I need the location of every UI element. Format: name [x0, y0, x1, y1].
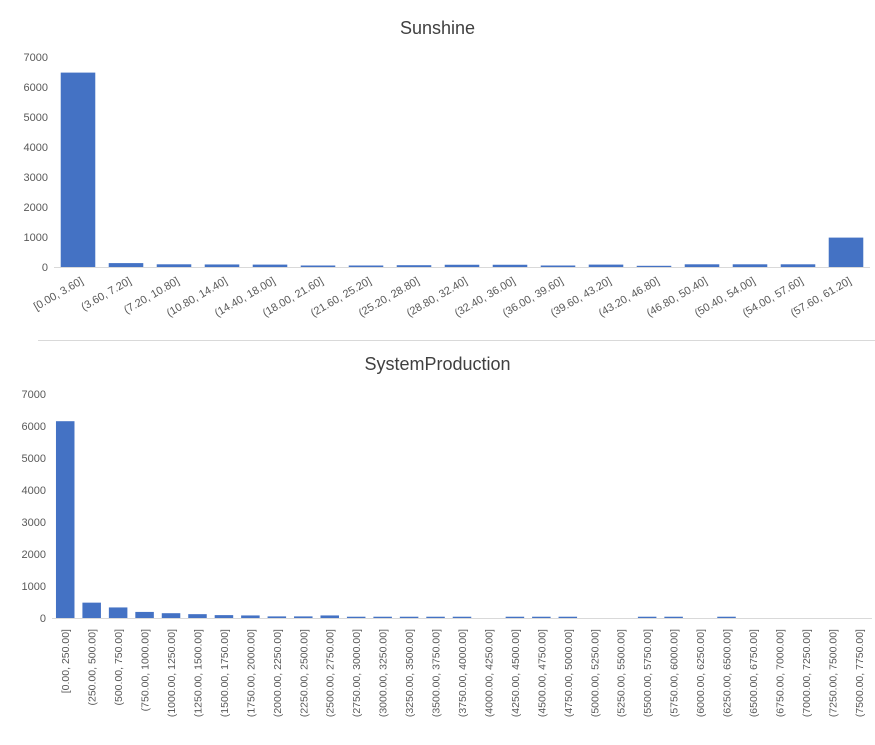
- systemproduction-bar: [637, 616, 657, 618]
- systemproduction-bar: [717, 616, 736, 618]
- systemproduction-x-tick-label: (750.00, 1000.00]: [140, 629, 152, 711]
- sunshine-bar: [732, 264, 768, 267]
- systemproduction-x-tick-label: (2000.00, 2250.00]: [272, 629, 284, 717]
- systemproduction-y-tick-label: 5000: [22, 453, 46, 465]
- systemproduction-bar: [161, 613, 181, 618]
- systemproduction-bar: [399, 616, 419, 618]
- systemproduction-bar: [452, 616, 472, 618]
- systemproduction-bar: [214, 615, 234, 618]
- systemproduction-bar: [55, 421, 75, 618]
- systemproduction-y-tick-label: 3000: [22, 517, 46, 529]
- sunshine-bar: [396, 265, 432, 267]
- systemproduction-x-tick-label: (1500.00, 1750.00]: [219, 629, 231, 717]
- systemproduction-x-tick-label: (7500.00, 7750.00]: [854, 629, 866, 717]
- sunshine-y-tick-label: 7000: [24, 52, 48, 64]
- sunshine-bar: [348, 265, 384, 267]
- systemproduction-x-tick-label: (6250.00, 6500.00]: [722, 629, 734, 717]
- systemproduction-bar: [346, 616, 366, 618]
- systemproduction-x-tick-label: (1000.00, 1250.00]: [166, 629, 178, 717]
- sunshine-bar: [492, 264, 528, 267]
- systemproduction-bar: [241, 615, 260, 618]
- sunshine-bar: [60, 72, 96, 267]
- sunshine-bar: [156, 264, 192, 267]
- sunshine-bar: [540, 265, 576, 267]
- systemproduction-bar: [188, 614, 207, 618]
- sunshine-y-tick-label: 1000: [24, 232, 48, 244]
- systemproduction-bar: [108, 607, 128, 618]
- systemproduction-x-tick-label: (2250.00, 2500.00]: [298, 629, 310, 717]
- systemproduction-chart-panel: SystemProduction 0 1000 2000 3000 4000 5000 60…: [0, 341, 875, 740]
- systemproduction-x-tick-label: (6000.00, 6250.00]: [695, 629, 707, 717]
- sunshine-bar: [828, 237, 864, 267]
- systemproduction-x-tick-label: (5250.00, 5500.00]: [616, 629, 628, 717]
- systemproduction-x-tick-label: (2750.00, 3000.00]: [351, 629, 363, 717]
- systemproduction-chart-title: SystemProduction: [364, 354, 511, 374]
- systemproduction-x-tick-label: (500.00, 750.00]: [113, 629, 125, 706]
- sunshine-bar: [588, 264, 624, 267]
- sunshine-y-tick-label: 6000: [24, 82, 48, 94]
- systemproduction-x-tick-label: (5500.00, 5750.00]: [642, 629, 654, 717]
- sunshine-y-tick-label: 5000: [24, 112, 48, 124]
- systemproduction-bar: [320, 615, 339, 618]
- systemproduction-x-tick-label: (7250.00, 7500.00]: [827, 629, 839, 717]
- systemproduction-y-tick-label: 7000: [22, 389, 46, 401]
- sunshine-bar: [252, 264, 288, 267]
- systemproduction-x-tick-label: (4000.00, 4250.00]: [483, 629, 495, 717]
- systemproduction-y-tick-label: 1000: [22, 581, 46, 593]
- systemproduction-bar: [267, 616, 287, 618]
- systemproduction-x-tick-label: (3500.00, 3750.00]: [431, 629, 443, 717]
- sunshine-chart: 0 1000 2000 3000 4000 5000 6000 7000 [0.00, 3.60…: [24, 52, 870, 320]
- systemproduction-bar: [558, 616, 578, 618]
- systemproduction-x-tick-label: (7000.00, 7250.00]: [801, 629, 813, 717]
- sunshine-y-tick-label: 3000: [24, 172, 48, 184]
- sunshine-y-tick-label: 2000: [24, 202, 48, 214]
- systemproduction-x-tick-label: (1750.00, 2000.00]: [245, 629, 257, 717]
- systemproduction-y-tick-label: 6000: [22, 421, 46, 433]
- systemproduction-x-tick-label: (4500.00, 4750.00]: [536, 629, 548, 717]
- systemproduction-chart: 0 1000 2000 3000 4000 5000 6000 7000 [0.00, 250.…: [22, 389, 872, 717]
- systemproduction-x-tick-label: (3750.00, 4000.00]: [457, 629, 469, 717]
- sunshine-bar: [108, 263, 144, 267]
- systemproduction-y-tick-label: 4000: [22, 485, 46, 497]
- sunshine-bar: [444, 264, 480, 267]
- systemproduction-bar: [373, 616, 392, 618]
- sunshine-y-tick-label: 0: [42, 262, 48, 274]
- systemproduction-x-tick-label: (4250.00, 4500.00]: [510, 629, 522, 717]
- systemproduction-bar: [82, 602, 101, 618]
- sunshine-chart-panel: Sunshine 0 1000 2000 3000 4000 5000 6000 7000 [0…: [0, 0, 875, 340]
- sunshine-x-tick-label: [0.00, 3.60]: [32, 275, 86, 313]
- systemproduction-x-tick-label: (3250.00, 3500.00]: [404, 629, 416, 717]
- systemproduction-bar: [505, 616, 525, 618]
- sunshine-bar: [204, 264, 240, 267]
- sunshine-y-tick-label: 4000: [24, 142, 48, 154]
- systemproduction-x-tick-label: (3000.00, 3250.00]: [378, 629, 390, 717]
- systemproduction-bar: [294, 616, 313, 618]
- systemproduction-x-tick-label: (1250.00, 1500.00]: [192, 629, 204, 717]
- systemproduction-y-tick-label: 0: [40, 613, 46, 625]
- systemproduction-bar: [532, 616, 551, 618]
- systemproduction-bar: [664, 616, 683, 618]
- chart-divider: [38, 340, 875, 341]
- systemproduction-x-tick-label: (250.00, 500.00]: [87, 629, 99, 706]
- systemproduction-x-tick-label: (5750.00, 6000.00]: [669, 629, 681, 717]
- systemproduction-x-tick-label: (6500.00, 6750.00]: [748, 629, 760, 717]
- sunshine-bar: [684, 264, 720, 267]
- sunshine-chart-title: Sunshine: [399, 18, 476, 38]
- sunshine-bar: [300, 265, 336, 267]
- sunshine-bar: [780, 264, 816, 267]
- systemproduction-x-tick-label: (2500.00, 2750.00]: [325, 629, 337, 717]
- systemproduction-x-tick-label: (5000.00, 5250.00]: [589, 629, 601, 717]
- systemproduction-x-tick-label: (6750.00, 7000.00]: [774, 629, 786, 717]
- systemproduction-bar: [135, 611, 154, 618]
- sunshine-bar: [636, 265, 672, 267]
- systemproduction-y-tick-label: 2000: [22, 549, 46, 561]
- systemproduction-x-tick-label: [0.00, 250.00]: [60, 629, 72, 693]
- systemproduction-x-tick-label: (4750.00, 5000.00]: [563, 629, 575, 717]
- systemproduction-bar: [426, 616, 445, 618]
